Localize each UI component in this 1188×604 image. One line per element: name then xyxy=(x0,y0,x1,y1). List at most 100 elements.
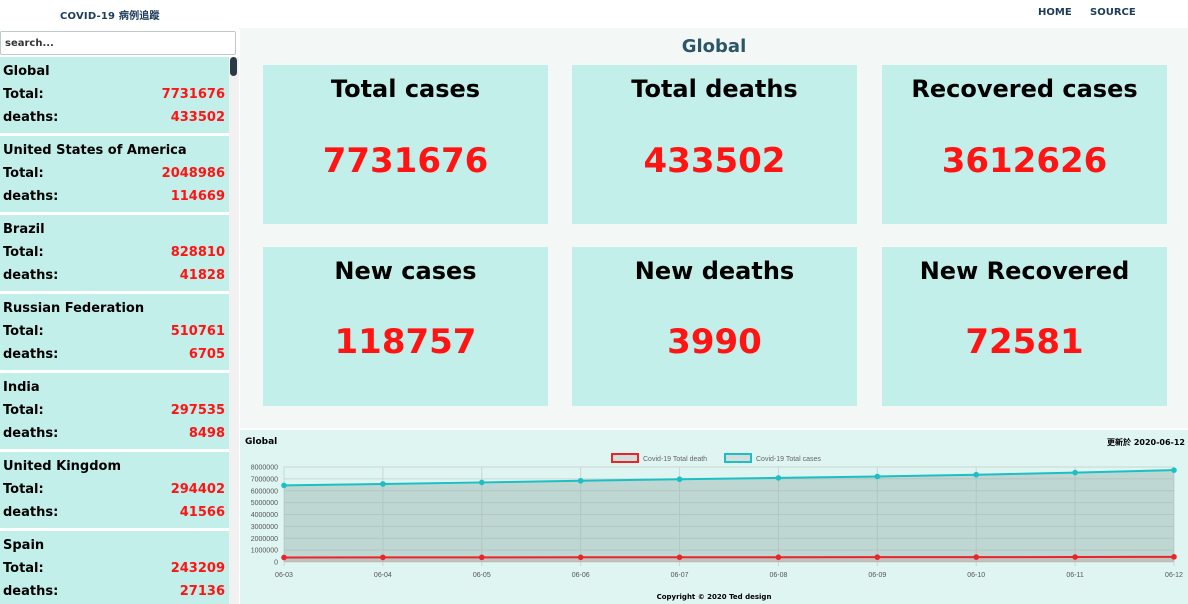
legend-label: Covid-19 Total cases xyxy=(756,456,821,463)
y-tick-label: 0 xyxy=(274,560,278,567)
data-point xyxy=(380,554,386,561)
y-tick-label: 3000000 xyxy=(251,524,278,531)
total-label: Total: xyxy=(3,245,44,260)
data-point xyxy=(1171,554,1177,560)
page-title: Global xyxy=(681,36,747,57)
country-item[interactable]: Brazil Total: 828810 deaths: 41828 xyxy=(0,215,229,291)
x-tick-label: 06-10 xyxy=(967,572,985,579)
card-title: New deaths xyxy=(634,257,795,285)
data-point xyxy=(973,471,980,478)
deaths-label: deaths: xyxy=(3,189,59,204)
total-value: 297535 xyxy=(170,403,225,418)
total-label: Total: xyxy=(3,482,44,497)
deaths-label: deaths: xyxy=(3,426,59,441)
country-item[interactable]: Russian Federation Total: 510761 deaths: 6… xyxy=(0,294,229,370)
copyright-text: Copyright © 2020 Ted design xyxy=(656,593,772,601)
country-item[interactable]: United States of America Total: 2048986 d… xyxy=(0,136,229,212)
card-value: 433502 xyxy=(643,141,786,181)
country-name: United States of America xyxy=(3,143,187,158)
stat-card-new-cases: New cases 118757 xyxy=(263,247,548,406)
stat-card-new-deaths: New deaths 3990 xyxy=(572,247,857,406)
data-point xyxy=(775,554,782,561)
scrollbar-thumb[interactable] xyxy=(230,57,237,76)
deaths-label: deaths: xyxy=(3,268,59,283)
total-label: Total: xyxy=(3,87,44,102)
data-point xyxy=(281,482,287,489)
deaths-value: 41566 xyxy=(179,505,225,520)
legend-swatch xyxy=(724,453,752,463)
total-label: Total: xyxy=(3,561,44,576)
x-tick-label: 06-09 xyxy=(868,572,886,579)
series-line xyxy=(283,469,1175,487)
stat-card-total-deaths: Total deaths 433502 xyxy=(572,65,857,224)
data-point xyxy=(1171,467,1177,473)
x-tick-label: 06-05 xyxy=(473,572,491,579)
chart-region-name: Global xyxy=(245,437,278,447)
data-point xyxy=(478,479,485,486)
deaths-label: deaths: xyxy=(3,505,59,520)
country-name: India xyxy=(3,380,40,395)
stat-card-total-cases: Total cases 7731676 xyxy=(263,65,548,224)
y-tick-label: 1000000 xyxy=(251,548,278,555)
deaths-label: deaths: xyxy=(3,584,59,599)
data-point xyxy=(973,554,980,560)
data-point xyxy=(874,554,881,560)
y-tick-label: 7000000 xyxy=(251,476,278,483)
total-label: Total: xyxy=(3,166,44,181)
data-point xyxy=(874,473,881,480)
card-title: Total cases xyxy=(330,75,481,103)
x-tick-label: 06-12 xyxy=(1165,572,1183,579)
total-value: 510761 xyxy=(170,324,225,339)
y-tick-label: 8000000 xyxy=(251,465,278,472)
card-title: New Recovered xyxy=(919,257,1130,285)
card-title: Total deaths xyxy=(631,75,798,103)
legend-swatch xyxy=(611,453,639,463)
search-input[interactable] xyxy=(0,31,236,55)
nav-source-link[interactable]: SOURCE xyxy=(1090,7,1136,18)
data-point xyxy=(577,554,584,561)
country-name: United Kingdom xyxy=(3,459,122,474)
x-tick-label: 06-03 xyxy=(275,572,293,579)
data-point xyxy=(478,554,485,561)
deaths-value: 6705 xyxy=(188,347,225,362)
total-value: 2048986 xyxy=(161,166,225,181)
y-tick-label: 6000000 xyxy=(251,488,278,495)
x-tick-label: 06-07 xyxy=(671,572,689,579)
country-name: Global xyxy=(3,64,50,79)
top-navbar: COVID-19 病例追蹤 HOME SOURCE xyxy=(0,0,1188,29)
sidebar: Global Total: 7731676 deaths: 433502 Unite… xyxy=(0,28,239,604)
data-point xyxy=(281,554,287,561)
total-label: Total: xyxy=(3,324,44,339)
data-point xyxy=(1072,554,1078,560)
brand-title[interactable]: COVID-19 病例追蹤 xyxy=(60,11,160,22)
total-label: Total: xyxy=(3,403,44,418)
country-item[interactable]: Global Total: 7731676 deaths: 433502 xyxy=(0,57,229,133)
country-item[interactable]: United Kingdom Total: 294402 deaths: 41566 xyxy=(0,452,229,528)
sidebar-scrollbar[interactable] xyxy=(229,57,239,604)
country-item[interactable]: Spain Total: 243209 deaths: 27136 xyxy=(0,531,229,604)
data-point xyxy=(577,477,584,484)
x-tick-label: 06-08 xyxy=(769,572,787,579)
deaths-value: 8498 xyxy=(188,426,225,441)
deaths-value: 41828 xyxy=(179,268,225,283)
deaths-value: 433502 xyxy=(170,110,225,125)
nav-home-link[interactable]: HOME xyxy=(1038,7,1072,18)
country-list: Global Total: 7731676 deaths: 433502 Unite… xyxy=(0,57,229,604)
data-point xyxy=(676,476,683,483)
country-item[interactable]: India Total: 297535 deaths: 8498 xyxy=(0,373,229,449)
y-tick-label: 2000000 xyxy=(251,536,278,543)
country-name: Brazil xyxy=(3,222,45,237)
x-tick-label: 06-11 xyxy=(1066,572,1083,579)
stat-card-recovered-cases: Recovered cases 3612626 xyxy=(882,65,1167,224)
data-point xyxy=(676,554,683,561)
x-tick-label: 06-04 xyxy=(374,572,392,579)
updated-date: 更新於 2020-06-12 xyxy=(1107,438,1185,447)
series-line xyxy=(283,555,1175,559)
country-name: Spain xyxy=(3,538,45,553)
country-name: Russian Federation xyxy=(3,301,145,316)
card-value: 3990 xyxy=(667,322,762,362)
card-value: 3612626 xyxy=(941,141,1108,181)
card-value: 118757 xyxy=(334,322,477,362)
total-value: 294402 xyxy=(170,482,225,497)
data-point xyxy=(775,475,782,481)
